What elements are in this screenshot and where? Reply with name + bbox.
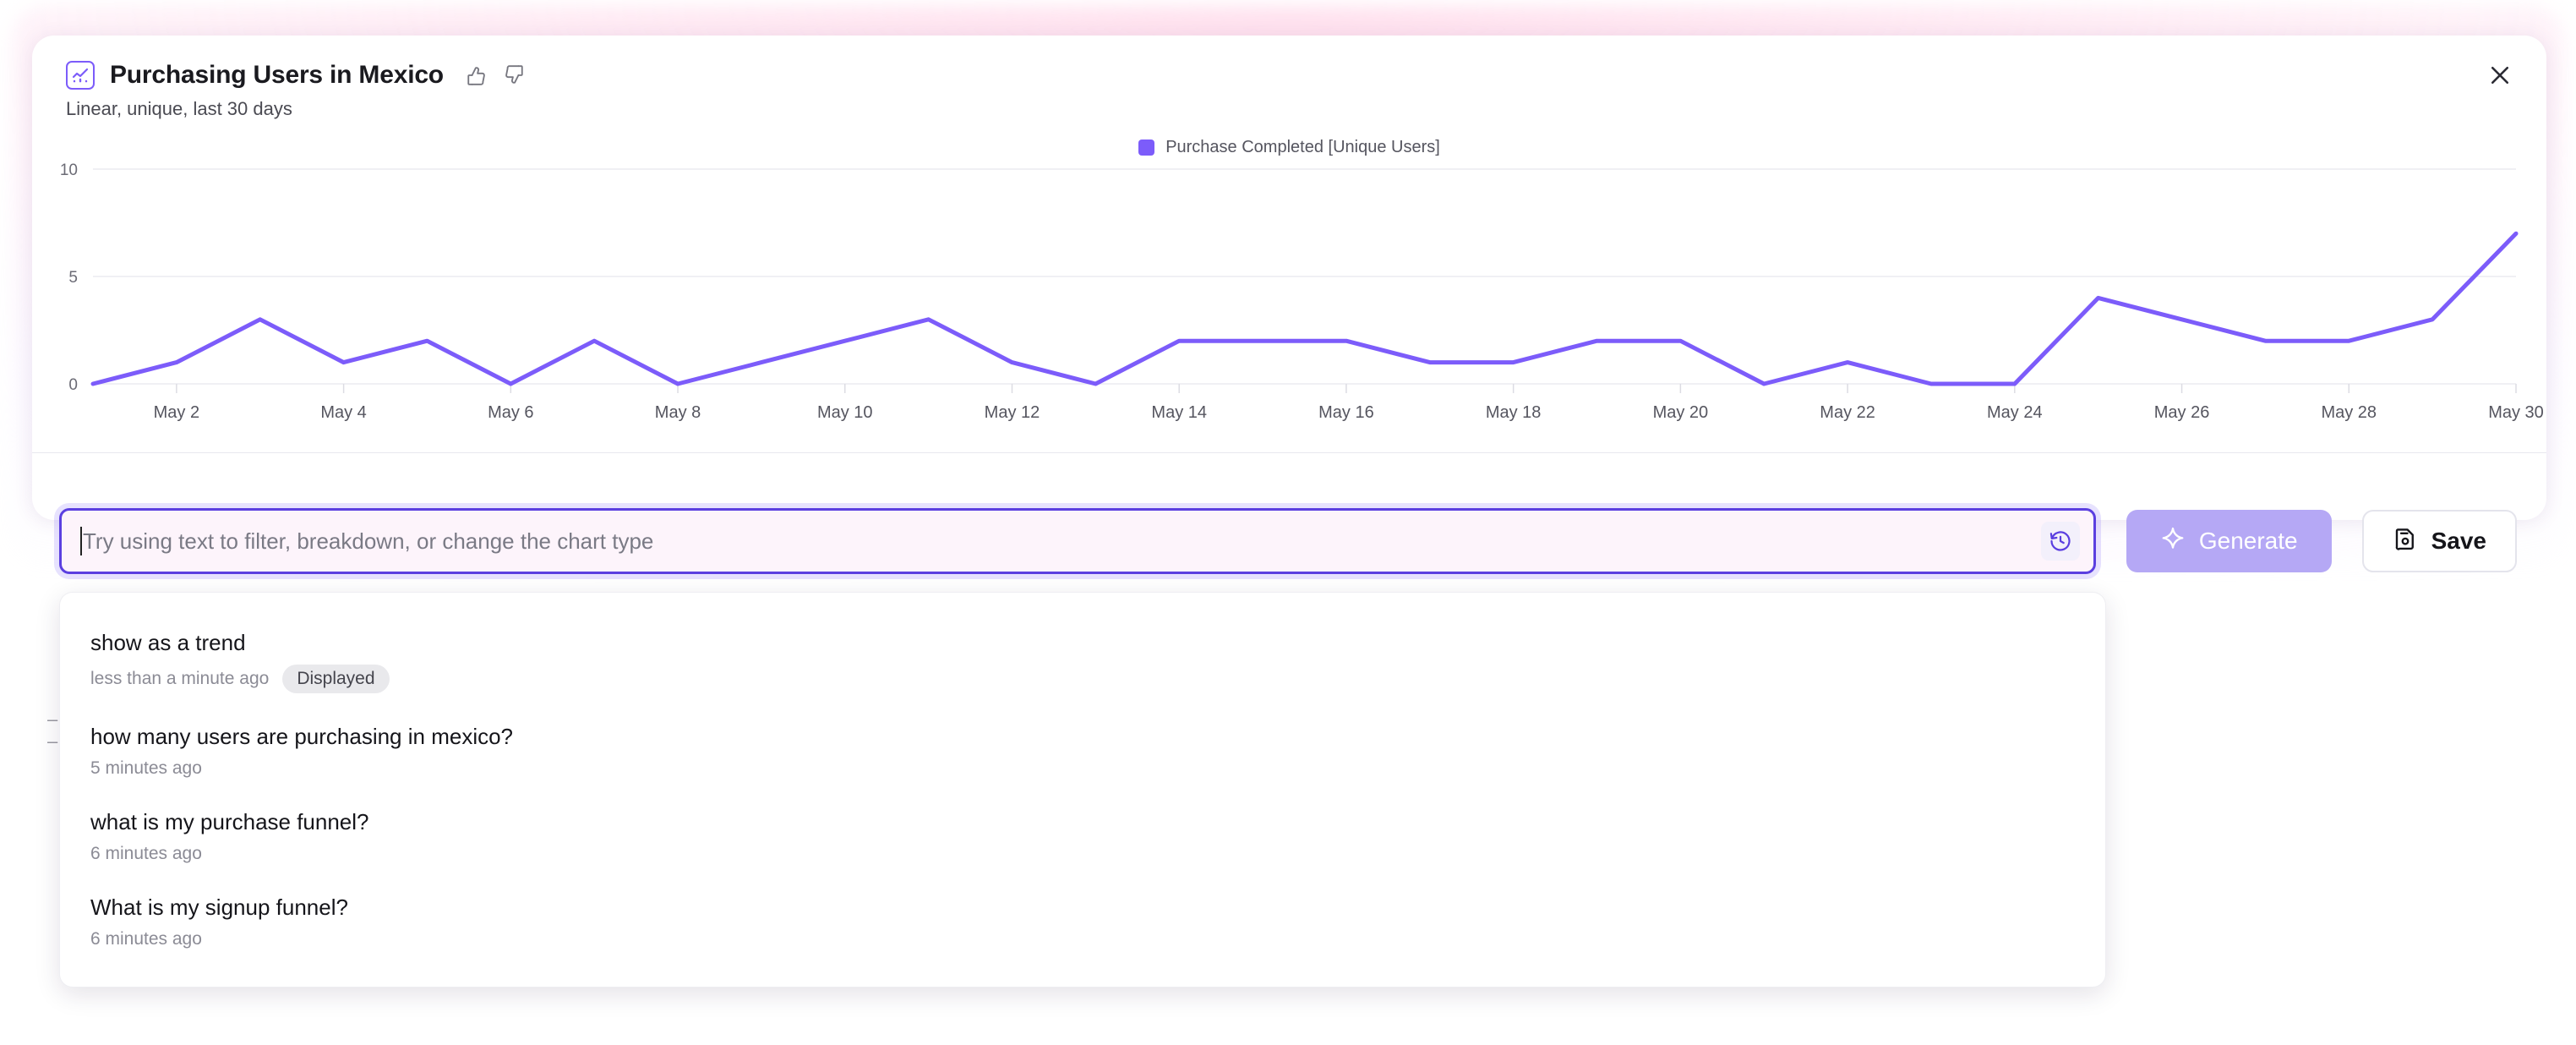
search-input[interactable]: Try using text to filter, breakdown, or … — [83, 528, 654, 554]
chart-area: Purchase Completed [Unique Users] 0 5 10 Ma… — [32, 132, 2546, 453]
thumbs-down-icon[interactable] — [501, 63, 527, 88]
close-icon[interactable] — [2482, 57, 2518, 93]
thumbs-up-icon[interactable] — [464, 63, 489, 88]
line-chart-icon — [66, 61, 95, 90]
svg-text:May 22: May 22 — [1820, 403, 1875, 422]
suggestion-text: show as a trend — [90, 630, 246, 655]
history-clock-icon[interactable] — [2040, 522, 2080, 561]
svg-text:May 20: May 20 — [1653, 403, 1709, 422]
svg-text:May 12: May 12 — [985, 403, 1040, 422]
obscured-element: – – — [47, 709, 58, 752]
save-button-label: Save — [2431, 528, 2486, 554]
svg-text:5: 5 — [68, 269, 78, 287]
svg-text:May 14: May 14 — [1151, 403, 1207, 422]
suggestion-timestamp: less than a minute ago — [90, 669, 270, 688]
suggestions-dropdown: show as a trend less than a minute ago D… — [59, 592, 2106, 988]
svg-text:May 26: May 26 — [2154, 403, 2210, 422]
status-badge: Displayed — [282, 665, 390, 693]
suggestion-timestamp: 6 minutes ago — [90, 929, 202, 949]
svg-text:0: 0 — [68, 376, 78, 394]
suggestion-timestamp: 5 minutes ago — [90, 758, 202, 778]
suggestion-meta: 5 minutes ago — [90, 758, 2075, 779]
suggestion-meta: 6 minutes ago — [90, 844, 2075, 864]
save-button[interactable]: Save — [2361, 510, 2517, 572]
suggestion-meta: 6 minutes ago — [90, 929, 2075, 949]
suggestion-text: how many users are purchasing in mexico? — [90, 724, 514, 749]
svg-text:May 30: May 30 — [2488, 403, 2544, 422]
page-title: Purchasing Users in Mexico — [110, 61, 444, 89]
svg-text:May 10: May 10 — [817, 403, 873, 422]
sparkle-icon — [2160, 526, 2186, 557]
legend-swatch — [1138, 139, 1155, 156]
list-item[interactable]: show as a trend less than a minute ago D… — [60, 615, 2105, 709]
title-row: Purchasing Users in Mexico — [66, 61, 2513, 90]
suggestion-timestamp: 6 minutes ago — [90, 844, 202, 863]
list-item[interactable]: how many users are purchasing in mexico?… — [60, 709, 2105, 794]
svg-text:May 16: May 16 — [1318, 403, 1374, 422]
legend-label: Purchase Completed [Unique Users] — [1165, 137, 1440, 156]
svg-text:10: 10 — [60, 162, 78, 179]
svg-text:May 6: May 6 — [488, 403, 533, 422]
feedback-controls — [464, 63, 527, 88]
generate-button[interactable]: Generate — [2126, 510, 2332, 572]
suggestion-text: what is my purchase funnel? — [90, 809, 369, 834]
svg-text:May 18: May 18 — [1486, 403, 1542, 422]
insight-card: Purchasing Users in Mexico Linear, uniqu… — [32, 36, 2546, 520]
prompt-input-wrapper[interactable]: Try using text to filter, breakdown, or … — [59, 508, 2096, 574]
list-item[interactable]: what is my purchase funnel? 6 minutes ag… — [60, 794, 2105, 879]
card-subtitle: Linear, unique, last 30 days — [66, 98, 292, 119]
card-divider — [32, 452, 2546, 453]
chart-legend: Purchase Completed [Unique Users] — [32, 132, 2546, 162]
svg-text:May 4: May 4 — [320, 403, 366, 422]
card-header: Purchasing Users in Mexico Linear, uniqu… — [32, 36, 2546, 120]
svg-text:May 28: May 28 — [2321, 403, 2377, 422]
generate-button-label: Generate — [2198, 528, 2298, 554]
suggestion-text: What is my signup funnel? — [90, 895, 348, 920]
chart-svg: 0 5 10 May 2 May 4 May 6 May 8 May 10 May 12 May … — [60, 162, 2544, 422]
list-item[interactable]: What is my signup funnel? 6 minutes ago — [60, 879, 2105, 965]
svg-text:May 8: May 8 — [655, 403, 701, 422]
text-caret — [80, 527, 82, 555]
prompt-row: Try using text to filter, breakdown, or … — [59, 506, 2517, 577]
svg-text:May 2: May 2 — [154, 403, 199, 422]
chart-plot: 0 5 10 May 2 May 4 May 6 May 8 May 10 May 12 May … — [32, 162, 2546, 441]
save-file-icon — [2393, 526, 2418, 557]
suggestion-meta: less than a minute ago Displayed — [90, 665, 2075, 693]
svg-text:May 24: May 24 — [1987, 403, 2043, 422]
